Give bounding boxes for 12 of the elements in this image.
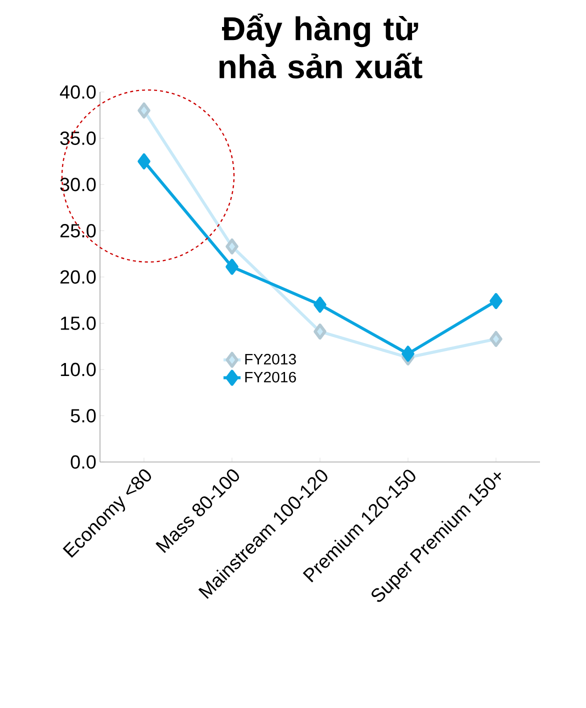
y-tick-label: 25.0: [60, 224, 96, 238]
y-tick-label: 0.0: [70, 455, 96, 469]
y-tick-label: 40.0: [60, 85, 96, 99]
y-tick-label: 35.0: [60, 132, 96, 145]
y-tick-label: 15.0: [60, 316, 96, 330]
legend-label: FY2013: [245, 354, 296, 364]
legend-label: FY2016: [245, 372, 296, 382]
y-tick-label: 5.0: [70, 409, 96, 422]
y-tick-label: 30.0: [60, 178, 96, 192]
chart-title: Đẩy hàng từ nhà sản xuất: [219, 14, 422, 78]
y-tick-label: 20.0: [60, 270, 96, 284]
y-tick-label: 10.0: [60, 362, 96, 376]
